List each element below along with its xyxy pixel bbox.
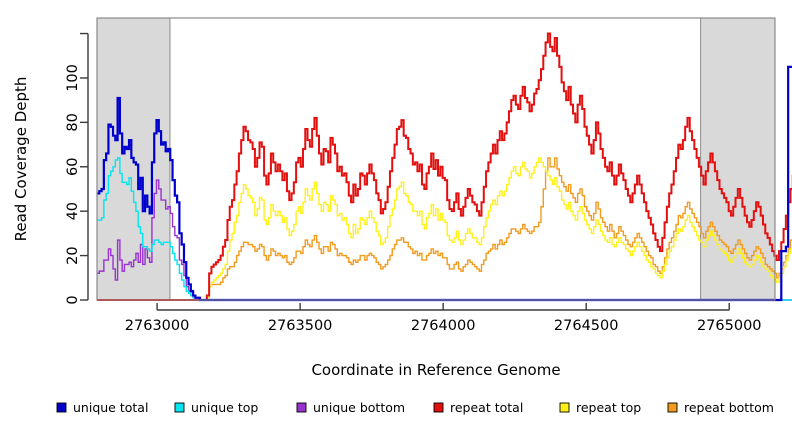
legend-swatch-repeat-top <box>559 402 570 413</box>
legend-layer: unique total unique top unique bottom repea… <box>56 400 774 415</box>
y-tick-label-80: 80 <box>65 113 81 131</box>
plot-border-layer <box>96 17 776 301</box>
legend-label-unique-bottom: unique bottom <box>313 400 405 415</box>
plot-area-border <box>96 17 776 301</box>
x-tick-label-2764000: 2764000 <box>411 318 476 334</box>
y-tick-label-100: 100 <box>65 64 81 92</box>
y-tick-label-60: 60 <box>65 158 81 176</box>
y-tick-label-0: 0 <box>65 295 81 304</box>
legend-label-unique-top: unique top <box>191 400 258 415</box>
legend-label-repeat-bottom: repeat bottom <box>684 400 774 415</box>
legend-swatch-unique-total <box>56 402 67 413</box>
legend-label-repeat-top: repeat top <box>576 400 641 415</box>
series-line-unique-bottom <box>97 179 792 301</box>
series-line-unique-total <box>97 65 792 302</box>
legend-label-unique-total: unique total <box>73 400 148 415</box>
axes-layer: 0 20 40 60 80 100 2763000 2763500 2764000 2764500… <box>12 32 762 379</box>
legend-swatch-unique-bottom <box>296 402 307 413</box>
legend-swatch-unique-top <box>174 402 185 413</box>
x-tick-label-2764500: 2764500 <box>554 318 619 334</box>
y-axis-title: Read Coverage Depth <box>12 77 30 242</box>
legend-label-repeat-total: repeat total <box>450 400 523 415</box>
x-tick-label-2763500: 2763500 <box>268 318 333 334</box>
x-tick-label-2765000: 2765000 <box>697 318 762 334</box>
shaded-regions-layer <box>96 17 776 301</box>
series-layer <box>97 32 792 302</box>
y-tick-label-20: 20 <box>65 246 81 264</box>
series-line-repeat-total <box>97 32 792 301</box>
legend-swatch-repeat-total <box>433 402 444 413</box>
series-line-repeat-top <box>97 157 792 301</box>
y-tick-label-40: 40 <box>65 202 81 220</box>
x-tick-label-2763000: 2763000 <box>125 318 190 334</box>
x-axis-title: Coordinate in Reference Genome <box>311 361 560 379</box>
legend-swatch-repeat-bottom <box>667 402 678 413</box>
